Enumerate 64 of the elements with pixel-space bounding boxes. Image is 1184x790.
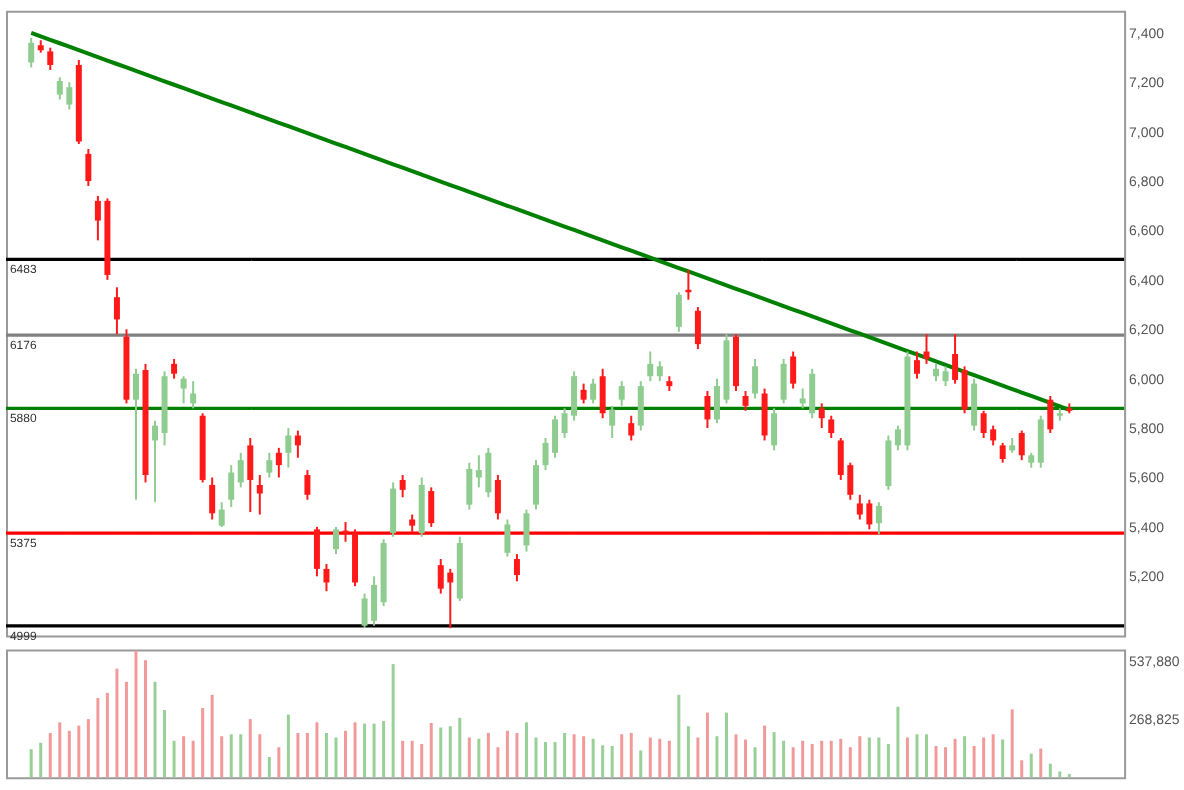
candlestick [190,380,197,410]
candlestick [218,501,225,528]
candlestick [656,360,663,383]
candlestick [771,407,778,452]
candlestick [28,36,35,69]
candlestick [999,441,1006,464]
candlestick [180,375,187,405]
candlestick [171,357,178,380]
candlestick [332,525,339,556]
candlestick [237,451,244,489]
candlestick [923,333,930,365]
candlestick [628,414,635,442]
candlestick [323,562,330,593]
candlestick [313,525,320,578]
candlestick [285,427,292,469]
candlestick [675,291,682,333]
candlestick [428,486,435,528]
candlestick [266,451,273,479]
candlestick [694,306,701,351]
candlestick [1037,414,1044,469]
candlestick [942,365,949,388]
candlestick [761,387,768,442]
candlestick [47,46,54,71]
candlestick [828,414,835,439]
candlestick [971,377,978,432]
candlestick [961,365,968,415]
candlestick [1018,429,1025,462]
candlestick [152,419,159,504]
candlestick [513,553,520,583]
candlestick [228,464,235,509]
candlestick [494,474,501,521]
candlestick [742,390,749,412]
candlestick [209,476,216,521]
candlestick [913,350,920,380]
candlestick [704,390,711,430]
candlestick [599,367,606,420]
candlestick [294,429,301,459]
candlestick [609,404,616,439]
candlestick [752,357,759,400]
candlestick [885,434,892,491]
candlestick [818,402,825,430]
candlestick [875,501,882,536]
candlestick [275,446,282,479]
candlestick [247,436,254,514]
candlestick [1047,394,1054,435]
candlestick [590,377,597,405]
candlestick [85,147,92,188]
candlestick [780,357,787,405]
candlestick [304,469,311,501]
candlestick [466,461,473,511]
candlestick [399,474,406,499]
candlestick [113,286,120,336]
candlestick [637,380,644,432]
candlestick [533,459,539,511]
candlestick [504,518,511,558]
candlestick [132,367,139,501]
candlestick [952,333,959,385]
candlestick [256,474,263,516]
candlestick [790,350,797,390]
candlestick [523,508,530,553]
candlestick [390,481,397,538]
candlestick [647,350,654,383]
candlestick [580,382,587,405]
candlestick [618,380,625,407]
